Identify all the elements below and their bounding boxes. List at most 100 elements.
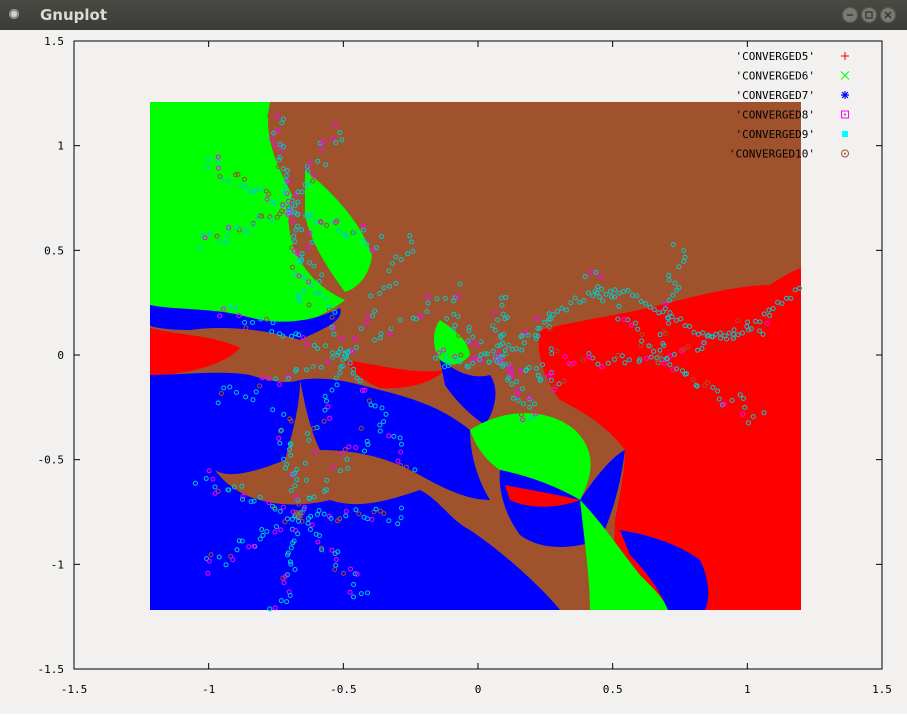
boundary-point <box>212 490 218 496</box>
boundary-point <box>327 415 333 421</box>
boundary-point <box>508 365 514 371</box>
boundary-point <box>492 327 498 333</box>
boundary-point <box>432 362 438 368</box>
boundary-point <box>373 506 379 512</box>
boundary-point <box>381 285 387 291</box>
boundary-point <box>258 316 264 322</box>
boundary-point <box>294 466 300 472</box>
boundary-point <box>615 352 621 358</box>
boundary-point <box>580 357 586 363</box>
boundary-point <box>324 222 330 228</box>
boundary-point <box>537 326 543 331</box>
boundary-point <box>651 348 657 354</box>
boundary-point <box>527 395 532 401</box>
boundary-point <box>505 300 511 306</box>
boundary-point <box>490 348 496 354</box>
boundary-point <box>735 332 741 338</box>
boundary-point <box>670 242 676 247</box>
boundary-point <box>391 433 397 439</box>
boundary-point <box>333 557 339 562</box>
boundary-point <box>288 452 294 458</box>
boundary-point <box>403 464 409 470</box>
boundary-point <box>322 295 328 301</box>
boundary-point <box>332 468 338 474</box>
boundary-point <box>317 533 322 539</box>
boundary-point <box>358 425 364 431</box>
boundary-point <box>498 355 504 361</box>
boundary-point <box>757 319 763 325</box>
boundary-point <box>306 279 311 285</box>
boundary-point <box>341 570 346 576</box>
boundary-point <box>286 375 291 381</box>
boundary-point <box>455 314 461 319</box>
boundary-point <box>272 605 278 611</box>
boundary-point <box>412 467 418 473</box>
boundary-point <box>217 313 223 319</box>
boundary-point <box>616 290 622 296</box>
boundary-point <box>735 318 740 324</box>
boundary-point <box>270 407 276 413</box>
boundary-point <box>358 326 364 332</box>
boundary-point <box>572 295 578 301</box>
boundary-point <box>311 173 316 178</box>
boundary-point <box>345 465 351 471</box>
boundary-point <box>666 320 672 326</box>
title-bar[interactable]: Gnuplot <box>0 0 907 30</box>
boundary-point <box>681 258 687 264</box>
axes: -1.5 -1 -0.5 0 0.5 1 1.5 1.5 1 0.5 0 -0.5 -1 -1.5 <box>38 35 892 696</box>
close-button[interactable] <box>880 7 896 23</box>
boundary-point <box>670 263 676 269</box>
boundary-point <box>216 554 222 560</box>
fractal-basins <box>150 102 801 610</box>
boundary-point <box>240 494 246 499</box>
maximize-button[interactable] <box>861 7 877 23</box>
boundary-point <box>656 310 662 316</box>
green-basin-lowerright <box>580 500 668 610</box>
boundary-point <box>278 527 284 533</box>
boundary-point <box>672 280 678 286</box>
boundary-point <box>322 393 328 399</box>
boundary-point <box>334 382 340 388</box>
boundary-point <box>299 251 305 257</box>
boundary-point <box>323 487 329 493</box>
minimize-button[interactable] <box>842 7 858 23</box>
boundary-point <box>281 412 287 417</box>
boundary-point <box>474 341 480 347</box>
boundary-point <box>282 189 288 195</box>
boundary-point <box>212 484 218 490</box>
boundary-point <box>309 522 315 528</box>
boundary-point <box>615 316 621 322</box>
boundary-point <box>234 224 240 230</box>
boundary-point <box>599 286 605 292</box>
boundary-point <box>742 404 748 410</box>
boundary-point <box>378 331 384 337</box>
boundary-point <box>292 270 298 276</box>
boundary-point <box>626 357 632 363</box>
boundary-point <box>514 392 520 398</box>
boundary-point <box>379 405 385 411</box>
boundary-point <box>413 316 419 322</box>
boundary-point <box>527 404 533 410</box>
boundary-point <box>748 326 754 332</box>
boundary-point <box>442 296 448 301</box>
red-basin-middle <box>345 360 445 389</box>
boundary-point <box>306 213 312 219</box>
boundary-point <box>318 220 324 225</box>
x-tick-label: 0.5 <box>603 683 623 696</box>
boundary-point <box>695 347 701 353</box>
boundary-point <box>338 335 344 341</box>
boundary-point <box>563 307 569 313</box>
boundary-point <box>646 343 652 349</box>
boundary-point <box>215 158 221 164</box>
boundary-point <box>495 343 501 349</box>
boundary-point <box>350 370 356 376</box>
legend: 'CONVERGED5' 'CONVERGED6' 'CONVERGED7' 'CON… <box>729 50 850 161</box>
boundary-point <box>353 328 359 334</box>
boundary-point <box>389 272 395 278</box>
boundary-point <box>293 227 299 233</box>
boundary-point <box>577 299 583 305</box>
boundary-point <box>605 360 611 366</box>
boundary-point <box>534 315 540 321</box>
boundary-point <box>386 268 392 274</box>
